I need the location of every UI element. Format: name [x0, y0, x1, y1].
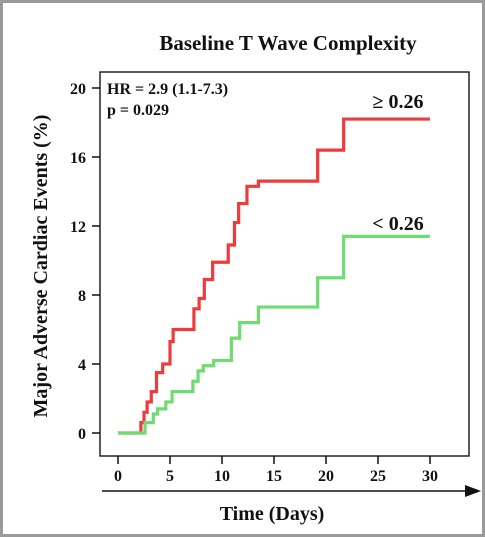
x-tick-label: 30 — [422, 468, 438, 485]
x-tick-label: 5 — [166, 468, 174, 485]
y-tick-label: 20 — [70, 81, 86, 98]
annotation-hr: HR = 2.9 (1.1-7.3) — [107, 81, 228, 98]
x-axis-label: Time (Days) — [220, 503, 325, 525]
series-line-high — [118, 117, 430, 435]
y-tick-label: 12 — [70, 219, 86, 236]
y-tick-label: 8 — [78, 288, 86, 305]
chart-title: Baseline T Wave Complexity — [159, 31, 417, 55]
y-tick-label: 4 — [78, 357, 86, 374]
series-line-low — [118, 234, 430, 435]
x-ticks: 0 5 10 15 20 25 30 — [114, 456, 438, 485]
y-ticks: 0 4 8 12 16 20 — [70, 81, 100, 443]
x-tick-label: 10 — [214, 468, 230, 485]
y-axis-label: Major Adverse Cardiac Events (%) — [30, 115, 52, 418]
annotation-p: p = 0.029 — [107, 102, 169, 119]
plot-area — [99, 71, 470, 457]
x-tick-label: 0 — [114, 468, 122, 485]
x-tick-label: 15 — [266, 468, 282, 485]
series-layer — [118, 117, 430, 435]
y-tick-label: 0 — [78, 426, 86, 443]
x-tick-label: 25 — [370, 468, 386, 485]
y-tick-label: 16 — [70, 150, 86, 167]
x-tick-label: 20 — [318, 468, 334, 485]
series-label-high: ≥ 0.26 — [373, 91, 424, 113]
time-arrow-head — [465, 485, 481, 497]
series-label-low: < 0.26 — [372, 213, 423, 235]
